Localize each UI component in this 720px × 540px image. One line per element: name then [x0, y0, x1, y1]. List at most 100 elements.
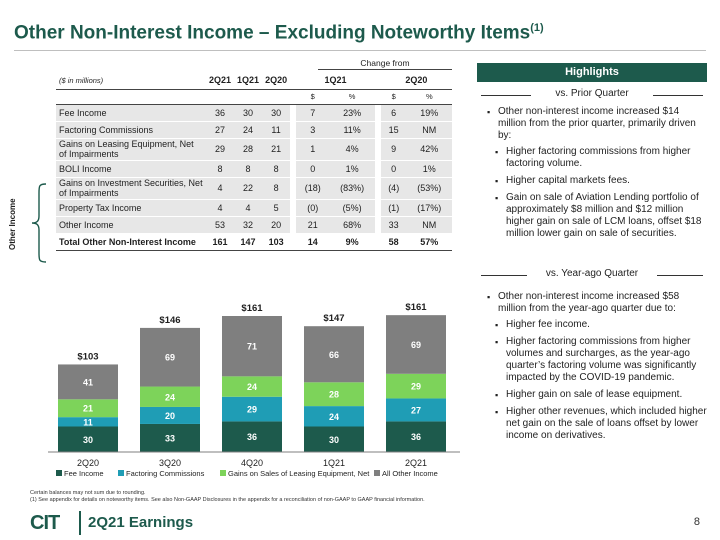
prior-quarter-bullets: Other non-interest income increased $14 … — [482, 106, 708, 245]
subheader-cell: % — [406, 89, 452, 105]
data-label: 20 — [165, 411, 175, 421]
bar-segment — [58, 364, 118, 400]
table-cell: 1 — [296, 138, 330, 161]
page-number: 8 — [693, 516, 700, 528]
table-cell: 68% — [329, 216, 375, 234]
data-label: 11 — [83, 417, 93, 427]
bar-segment — [222, 421, 282, 452]
blank-cell — [56, 89, 206, 105]
table-cell: 5 — [262, 199, 291, 217]
table-cell: 8 — [206, 160, 235, 178]
table-cell: (17%) — [406, 199, 452, 217]
bar-segment — [140, 327, 200, 387]
legend-swatch — [220, 470, 226, 476]
year-sub-bullet: Higher gain on sale of lease equipment. — [490, 389, 708, 401]
column-gap — [290, 72, 297, 90]
table-cell: 147 — [234, 232, 263, 251]
column-gap — [374, 199, 381, 217]
data-label: 41 — [83, 377, 93, 387]
data-label: 69 — [165, 353, 175, 363]
table-cell: 9% — [329, 232, 375, 251]
row-label: Fee Income — [56, 104, 206, 122]
column-gap — [374, 72, 381, 90]
table-cell: NM — [406, 121, 452, 139]
data-label: 33 — [165, 433, 175, 443]
table-cell: 53 — [206, 216, 235, 234]
blank-cell — [206, 89, 235, 105]
footnote-noteworthy: (1) See appendix for details on notewort… — [30, 497, 425, 503]
table-cell: 8 — [234, 160, 263, 178]
column-header: 2Q20 — [262, 72, 291, 90]
data-label: 24 — [247, 382, 257, 392]
table-cell: 42% — [406, 138, 452, 161]
table-cell: 32 — [234, 216, 263, 234]
category-label: 2Q20 — [77, 458, 99, 468]
data-label: 24 — [329, 412, 339, 422]
table-cell: 30 — [262, 104, 291, 122]
bar-segment — [304, 382, 364, 407]
column-header: 2Q20 — [380, 72, 452, 90]
table-cell: 20 — [262, 216, 291, 234]
vs-year-label: vs. Year-ago Quarter — [545, 268, 639, 279]
bar-segment — [386, 398, 446, 422]
table-cell: 21 — [262, 138, 291, 161]
bar-segment — [58, 426, 118, 452]
column-gap — [290, 177, 297, 200]
highlights-header: Highlights — [477, 63, 707, 82]
bar-segment — [386, 421, 446, 452]
row-label: Other Income — [56, 216, 206, 234]
total-label: $146 — [159, 315, 180, 326]
subheader-cell: $ — [380, 89, 407, 105]
column-gap — [290, 89, 297, 105]
table-cell: 8 — [262, 160, 291, 178]
column-gap — [374, 89, 381, 105]
column-gap — [374, 104, 381, 122]
column-gap — [290, 232, 297, 251]
legend-label: Gains on Sales of Leasing Equipment, Net — [228, 469, 370, 478]
table-cell: 58 — [380, 232, 407, 251]
table-cell: (53%) — [406, 177, 452, 200]
column-gap — [374, 121, 381, 139]
data-label: 28 — [329, 390, 339, 400]
table-cell: 57% — [406, 232, 452, 251]
other-income-brace — [31, 183, 47, 263]
footnote-rounding: Certain balances may not sum due to roun… — [30, 490, 146, 496]
footer-divider — [79, 511, 81, 535]
table-row: Gains on Leasing Equipment, Net of Impai… — [56, 138, 452, 161]
column-gap — [374, 177, 381, 200]
table-cell: (83%) — [329, 177, 375, 200]
row-label: Total Other Non-Interest Income — [56, 232, 206, 251]
table-cell: 21 — [296, 216, 330, 234]
table-row: Factoring Commissions 27 24 11 3 11% 15 NM — [56, 121, 452, 139]
table-cell: 9 — [380, 138, 407, 161]
row-label: Property Tax Income — [56, 199, 206, 217]
row-label: Factoring Commissions — [56, 121, 206, 139]
table-cell: 3 — [296, 121, 330, 139]
change-from-header: Change from — [360, 58, 410, 68]
bar-segment — [304, 406, 364, 427]
table-cell: 161 — [206, 232, 235, 251]
table-cell: (5%) — [329, 199, 375, 217]
bar-segment — [386, 315, 446, 374]
table-cell: 22 — [234, 177, 263, 200]
table-cell: 4 — [206, 177, 235, 200]
total-label: $103 — [77, 351, 98, 362]
vs-prior-separator: vs. Prior Quarter — [477, 88, 707, 102]
legend-swatch — [56, 470, 62, 476]
prior-sub-bullet: Higher capital markets fees. — [490, 175, 708, 187]
change-from-rule — [318, 69, 452, 70]
separator-line-left — [481, 95, 531, 96]
bar-segment — [386, 373, 446, 399]
year-sub-bullet: Higher fee income. — [490, 319, 708, 331]
cit-logo: CIT — [30, 512, 60, 534]
column-header: 1Q21 — [234, 72, 263, 90]
table-row: Gains on Investment Securities, Net of I… — [56, 177, 452, 200]
separator-line-left — [481, 275, 527, 276]
row-label: Gains on Investment Securities, Net of I… — [56, 177, 206, 200]
bar-segment — [58, 399, 118, 418]
category-label: 3Q20 — [159, 458, 181, 468]
table-cell: 1% — [406, 160, 452, 178]
separator-line-right — [653, 95, 703, 96]
table-row: Property Tax Income 4 4 5 (0) (5%) (1) (17%) — [56, 199, 452, 217]
separator-line-right — [657, 275, 703, 276]
